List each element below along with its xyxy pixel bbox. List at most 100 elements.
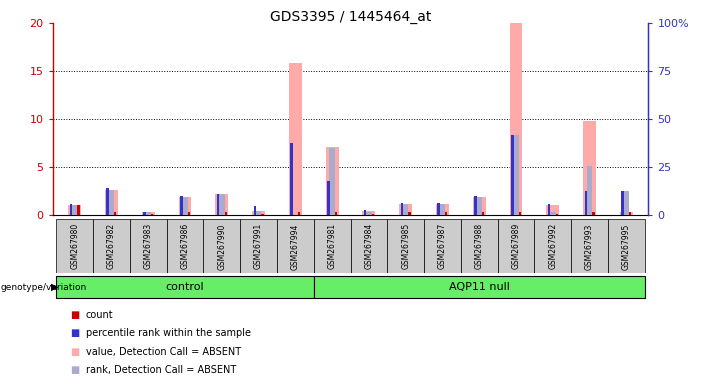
Bar [256,211,261,215]
Bar [187,212,190,215]
Bar [608,219,645,273]
Bar [254,207,256,215]
Bar [217,194,219,215]
Bar [203,219,240,273]
Text: AQP11 null: AQP11 null [449,282,510,292]
Bar [68,205,81,215]
Text: genotype/variation: genotype/variation [1,283,87,291]
Bar [56,219,93,273]
Text: ▶: ▶ [50,282,58,292]
Bar [182,197,188,215]
Bar [403,204,409,215]
Bar [219,194,224,215]
Text: ■: ■ [70,328,79,338]
Bar [424,219,461,273]
Text: GSM267994: GSM267994 [291,223,300,270]
Bar [400,204,412,215]
Bar [592,212,594,215]
Text: GSM267988: GSM267988 [475,223,484,269]
Text: GSM267990: GSM267990 [217,223,226,270]
Bar [277,219,314,273]
Text: GSM267985: GSM267985 [401,223,410,270]
Bar [461,219,498,273]
Bar [387,219,424,273]
Text: GSM267989: GSM267989 [512,223,521,270]
Bar [510,23,522,215]
Bar [620,212,633,215]
Bar [550,212,556,215]
Bar [547,204,550,215]
Bar [364,210,367,215]
Bar [401,203,403,215]
Bar [472,197,486,215]
Bar [261,214,264,215]
Bar [513,136,519,215]
Bar [69,204,72,215]
Text: GSM267987: GSM267987 [438,223,447,270]
Text: GSM267981: GSM267981 [327,223,336,269]
Bar [290,143,293,215]
Bar [145,212,151,215]
Bar [326,147,339,215]
Bar [72,205,77,215]
Bar [629,212,632,215]
Bar [534,219,571,273]
Bar [130,219,167,273]
Bar [329,148,335,215]
Bar [180,196,182,215]
Bar [298,212,300,215]
Text: GSM267995: GSM267995 [622,223,631,270]
Bar [445,212,447,215]
Bar [224,212,226,215]
Text: rank, Detection Call = ABSENT: rank, Detection Call = ABSENT [86,365,236,375]
Bar [167,219,203,273]
Bar [252,211,265,215]
Text: count: count [86,310,113,320]
Text: ■: ■ [70,365,79,375]
Text: GSM267984: GSM267984 [365,223,374,270]
Text: GSM267986: GSM267986 [180,223,189,270]
Bar [372,214,374,215]
Text: GSM267980: GSM267980 [70,223,79,270]
Text: GDS3395 / 1445464_at: GDS3395 / 1445464_at [270,10,431,23]
Bar [440,204,445,215]
Bar [498,219,534,273]
Bar [555,214,558,215]
Bar [56,276,314,298]
Bar [408,212,411,215]
Bar [362,211,375,215]
Bar [621,191,624,215]
Text: control: control [165,282,204,292]
Bar [107,188,109,215]
Text: GSM267982: GSM267982 [107,223,116,269]
Bar [142,212,155,215]
Text: GSM267993: GSM267993 [585,223,594,270]
Bar [151,214,154,215]
Bar [334,212,337,215]
Bar [314,276,645,298]
Bar [179,197,191,215]
Bar [114,212,116,215]
Text: value, Detection Call = ABSENT: value, Detection Call = ABSENT [86,347,240,357]
Text: GSM267992: GSM267992 [548,223,557,270]
Text: ■: ■ [70,310,79,320]
Bar [477,197,482,215]
Bar [93,219,130,273]
Bar [215,194,229,215]
Text: GSM267983: GSM267983 [144,223,153,270]
Bar [475,196,477,215]
Bar [289,63,301,215]
Bar [571,219,608,273]
Bar [436,204,449,215]
Bar [437,203,440,215]
Bar [511,136,514,215]
Bar [77,205,80,215]
Bar [105,190,118,215]
Bar [585,191,587,215]
Bar [587,166,592,215]
Bar [350,219,387,273]
Bar [366,212,372,215]
Text: ■: ■ [70,347,79,357]
Bar [109,190,114,215]
Bar [546,205,559,215]
